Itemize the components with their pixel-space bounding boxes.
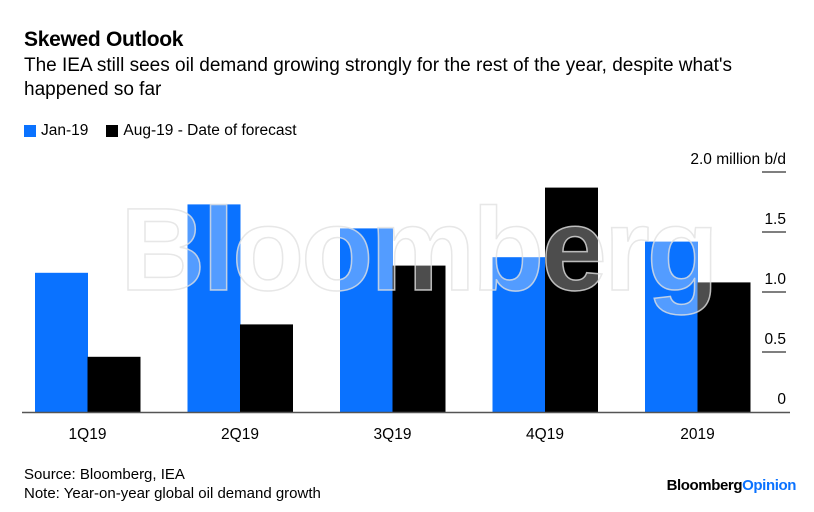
x-tick-label: 1Q19 bbox=[69, 426, 107, 443]
footnote: Note: Year-on-year global oil demand gro… bbox=[24, 485, 321, 502]
x-tick-label: 3Q19 bbox=[374, 426, 412, 443]
legend-swatch-jan bbox=[24, 125, 36, 137]
x-tick-label: 4Q19 bbox=[526, 426, 564, 443]
bar-1Q19-aug bbox=[87, 356, 141, 412]
bar-2019-jan bbox=[645, 241, 698, 412]
y-tick-label: 2.0 million b/d bbox=[690, 151, 786, 168]
bar-2019-aug bbox=[697, 282, 751, 412]
bloomberg-opinion-logo: BloombergOpinion bbox=[666, 477, 797, 494]
legend-label-jan: Jan-19 bbox=[41, 122, 89, 139]
bar-2Q19-aug bbox=[240, 324, 293, 412]
logo-part1: Bloomberg bbox=[666, 477, 743, 494]
bar-3Q19-aug bbox=[392, 265, 446, 412]
bar-2Q19-jan bbox=[187, 204, 241, 412]
y-tick-label: 0 bbox=[777, 391, 786, 408]
x-tick-label: 2019 bbox=[680, 426, 714, 443]
logo-part2: Opinion bbox=[742, 477, 796, 494]
chart-subtitle: The IEA still sees oil demand growing st… bbox=[24, 55, 733, 100]
chart-title: Skewed Outlook bbox=[24, 28, 184, 51]
bloomberg-watermark: Bloomberg bbox=[120, 184, 716, 316]
legend: Jan-19 Aug-19 - Date of forecast bbox=[24, 122, 315, 140]
bar-1Q19-jan bbox=[35, 272, 88, 412]
y-tick-label: 0.5 bbox=[764, 331, 786, 348]
x-tick-label: 2Q19 bbox=[221, 426, 259, 443]
legend-label-aug: Aug-19 - Date of forecast bbox=[123, 122, 297, 139]
bar-4Q19-aug bbox=[545, 187, 598, 412]
bar-3Q19-jan bbox=[340, 228, 393, 412]
y-tick-label: 1.0 bbox=[764, 271, 786, 288]
bar-4Q19-jan bbox=[492, 257, 546, 412]
source-note: Source: Bloomberg, IEA bbox=[24, 466, 185, 483]
y-tick-label: 1.5 bbox=[764, 211, 786, 228]
legend-swatch-aug bbox=[106, 125, 119, 137]
